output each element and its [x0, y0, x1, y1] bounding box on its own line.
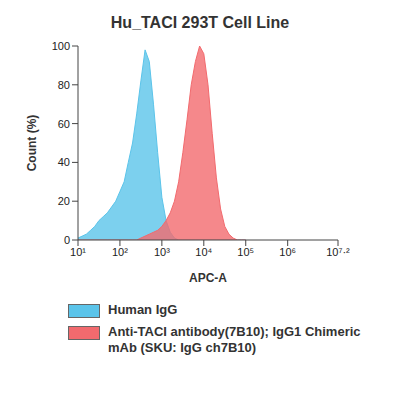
svg-text:10⁵: 10⁵: [237, 246, 254, 258]
svg-text:10³: 10³: [154, 246, 170, 258]
svg-text:10¹: 10¹: [70, 246, 86, 258]
svg-text:10⁴: 10⁴: [195, 246, 212, 258]
html-text:Human IgG: Human IgG: [108, 302, 178, 317]
svg-text:20: 20: [58, 195, 70, 207]
svg-text:Count (%): Count (%): [25, 115, 39, 172]
svg-text:0: 0: [64, 234, 70, 246]
html-text:Hu_TACI 293T Cell Line: Hu_TACI 293T Cell Line: [110, 14, 290, 31]
svg-text:60: 60: [58, 118, 70, 130]
svg-text:40: 40: [58, 156, 70, 168]
svg-text:10⁷·²: 10⁷·²: [326, 246, 350, 258]
svg-text:100: 100: [52, 40, 70, 52]
svg-text:10²: 10²: [112, 246, 128, 258]
html-text:Anti-TACI antibody(7B10); IgG1: Anti-TACI antibody(7B10); IgG1 Chimeric …: [108, 324, 361, 355]
svg-text:80: 80: [58, 79, 70, 91]
svg-text:APC-A: APC-A: [189, 271, 227, 285]
svg-text:10⁶: 10⁶: [279, 246, 296, 258]
